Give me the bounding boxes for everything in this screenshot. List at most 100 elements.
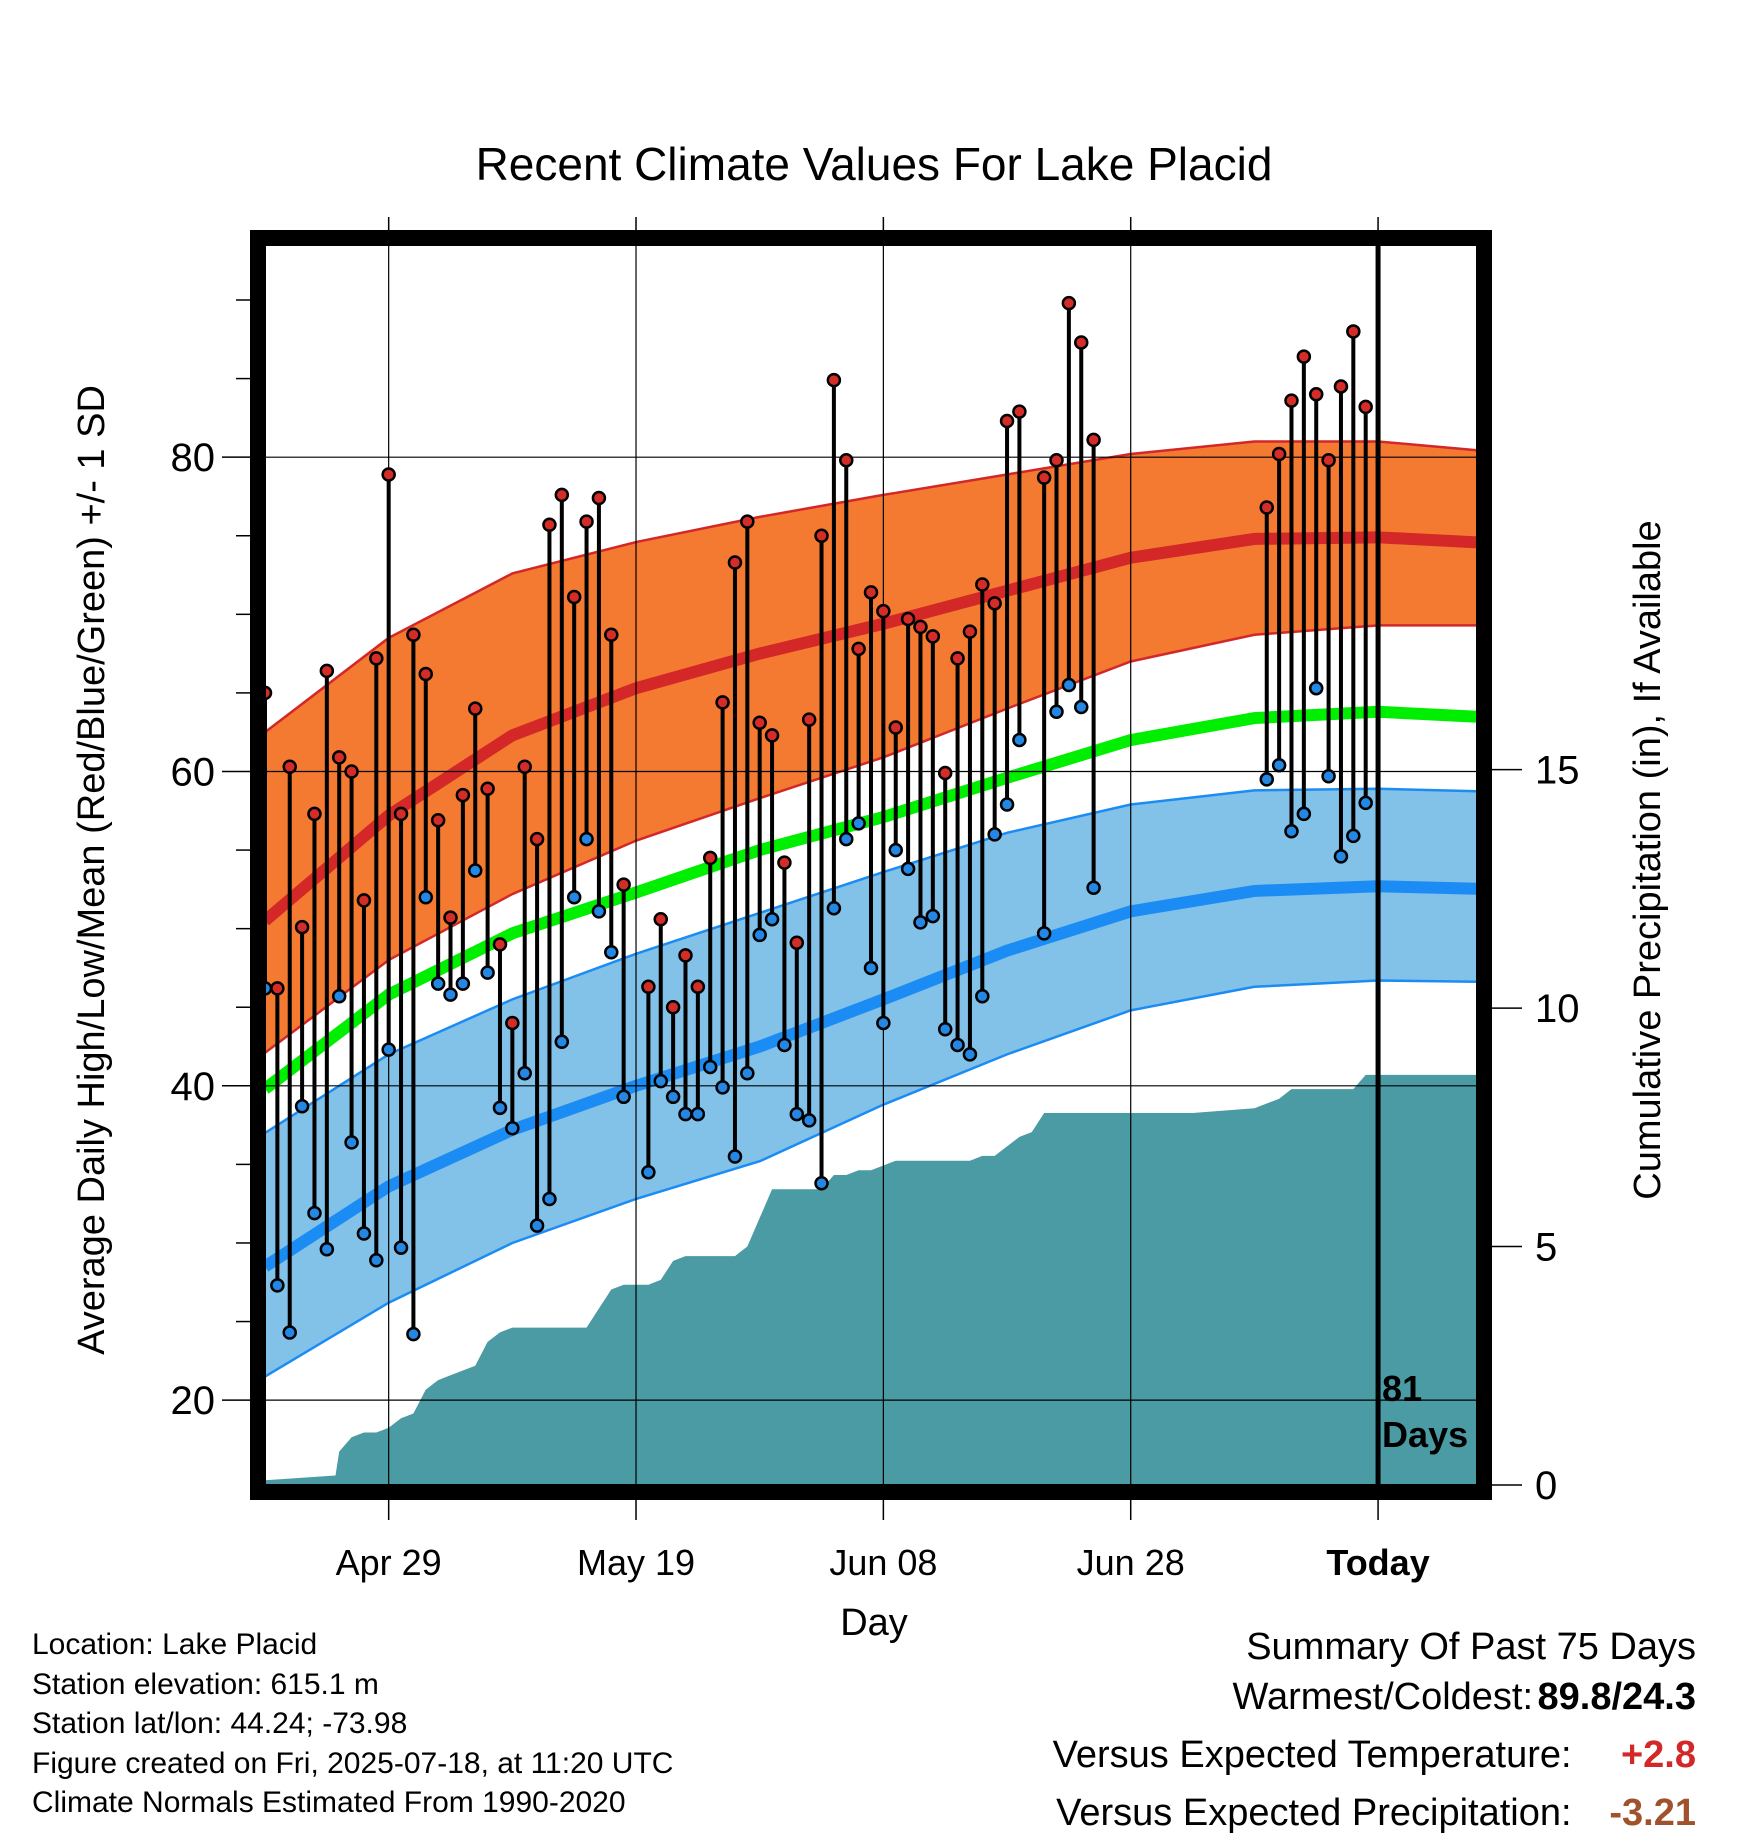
temperature-anomaly-label: Versus Expected Temperature: [1052, 1734, 1572, 1776]
obs-high-point [740, 514, 755, 529]
obs-high-point [1308, 387, 1324, 402]
precipitation-anomaly-value: -3.21 [1609, 1792, 1696, 1834]
y-tick-label: 60 [171, 750, 216, 794]
obs-high-point [418, 666, 434, 682]
obs-high-point [801, 712, 817, 727]
obs-high-point [492, 937, 508, 952]
obs-low-point [876, 1015, 891, 1031]
obs-high-point [344, 764, 359, 779]
summary-temperature: Versus Expected Temperature: +2.8 [1053, 1730, 1696, 1788]
obs-high-point [715, 695, 730, 710]
obs-high-point [950, 651, 965, 666]
obs-high-point [1049, 453, 1064, 468]
obs-low-point [851, 816, 866, 831]
obs-high-point [542, 517, 557, 532]
summary-warmest-coldest: Warmest/Coldest: 89.8/24.3 [1053, 1672, 1697, 1730]
obs-high-point [1073, 335, 1089, 350]
obs-high-point [1284, 393, 1299, 408]
obs-low-point [418, 889, 434, 905]
obs-high-point [913, 619, 928, 635]
obs-low-point [1284, 823, 1299, 839]
obs-low-point [554, 1034, 570, 1050]
obs-low-point [517, 1065, 532, 1081]
obs-high-point [987, 596, 1002, 611]
obs-low-point [1061, 677, 1077, 693]
obs-high-point [851, 641, 866, 657]
info-normals: Climate Normals Estimated From 1990-2020 [32, 1786, 626, 1819]
obs-low-point [1321, 768, 1336, 784]
x-tick-label: May 19 [577, 1542, 695, 1583]
obs-low-point [1086, 880, 1101, 896]
obs-high-point [1259, 500, 1275, 515]
obs-high-point [641, 979, 656, 995]
obs-low-point [381, 1042, 396, 1057]
y2-tick-label: 0 [1535, 1464, 1557, 1508]
obs-high-point [962, 624, 978, 639]
precip-area [265, 1074, 1477, 1485]
obs-high-point [727, 555, 743, 570]
obs-high-point [369, 651, 384, 666]
obs-low-point [529, 1218, 545, 1233]
info-elevation: Station elevation: 615.1 m [32, 1667, 379, 1701]
obs-low-point [307, 1205, 322, 1221]
obs-low-point [542, 1191, 557, 1207]
obs-low-point [888, 842, 903, 858]
obs-high-point [467, 701, 483, 716]
x-axis-label: Day [840, 1602, 908, 1644]
obs-high-point [1036, 470, 1052, 485]
obs-low-point [1036, 926, 1052, 941]
obs-low-point [393, 1240, 409, 1255]
obs-low-point [1333, 849, 1349, 864]
obs-low-point [925, 908, 941, 924]
x-tick-label: Jun 28 [1077, 1542, 1185, 1583]
obs-low-point [616, 1089, 631, 1105]
obs-low-point [430, 976, 446, 991]
obs-high-point [876, 603, 891, 619]
y2-tick-label: 15 [1535, 749, 1580, 793]
obs-high-point [529, 831, 545, 847]
obs-low-point [1358, 795, 1373, 811]
obs-high-point [480, 781, 495, 797]
obs-low-point [270, 1278, 285, 1293]
obs-low-point [913, 915, 928, 930]
obs-low-point [1073, 699, 1089, 715]
summary-precipitation: Versus Expected Precipitation: -3.21 [1053, 1788, 1696, 1846]
obs-low-point [752, 927, 767, 943]
obs-high-point [307, 806, 322, 822]
plot-area: 81 Days [265, 245, 1477, 1485]
obs-low-point [962, 1047, 978, 1062]
obs-high-point [665, 999, 681, 1015]
obs-high-point [270, 981, 285, 996]
x-tick-label: Apr 29 [336, 1542, 442, 1583]
y-tick-label: 80 [171, 436, 216, 480]
low-sd-band [265, 788, 1477, 1377]
obs-high-point [839, 453, 854, 468]
obs-high-point [406, 627, 421, 643]
obs-low-point [455, 976, 471, 991]
obs-low-point [1012, 732, 1027, 748]
obs-high-point [554, 487, 570, 503]
obs-low-point [282, 1325, 297, 1340]
obs-low-point [987, 827, 1002, 842]
obs-low-point [764, 911, 780, 927]
obs-high-point [925, 629, 941, 644]
warmest-coldest-value: 89.8/24.3 [1537, 1676, 1696, 1718]
y2-tick-label: 10 [1535, 987, 1580, 1031]
obs-low-point [740, 1065, 755, 1081]
obs-high-point [814, 528, 829, 543]
obs-low-point [344, 1135, 359, 1150]
obs-low-point [566, 889, 582, 905]
obs-high-point [789, 935, 805, 951]
obs-high-point [443, 910, 458, 925]
obs-high-point [678, 948, 693, 963]
obs-low-point [1346, 828, 1361, 844]
obs-high-point [702, 850, 718, 866]
y2-tick-label: 5 [1535, 1226, 1557, 1270]
chart-title: Recent Climate Values For Lake Placid [476, 138, 1273, 190]
obs-low-point [294, 1098, 310, 1114]
y-tick-label: 20 [171, 1379, 216, 1423]
obs-high-point [1358, 399, 1373, 415]
x-tick-label: Today [1326, 1542, 1429, 1583]
obs-high-point [752, 715, 767, 731]
